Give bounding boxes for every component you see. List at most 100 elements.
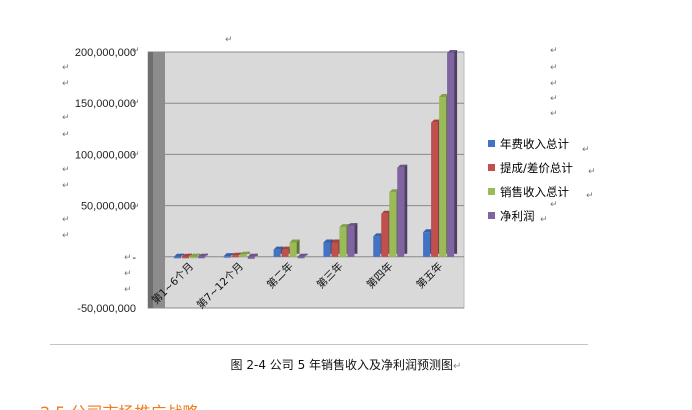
bar-side xyxy=(404,164,408,254)
paragraph-mark-icon: ↵ xyxy=(453,361,462,372)
bar-face xyxy=(331,242,339,257)
figure-caption: 图 2-4 公司 5 年销售收入及净利润预测图↵ xyxy=(0,356,692,373)
bar-side xyxy=(296,239,300,254)
caption-text: 图 2-4 公司 5 年销售收入及净利润预测图 xyxy=(230,358,454,372)
bar-top xyxy=(347,223,358,227)
bar-face xyxy=(181,256,189,259)
paragraph-mark-icon: ↵ xyxy=(586,191,594,201)
paragraph-mark-icon: ↵ xyxy=(62,165,70,175)
paragraph-mark-icon: ↵ xyxy=(62,181,70,191)
y-tick-label: 100,000,000 xyxy=(75,149,136,161)
bar-top xyxy=(289,239,300,243)
paragraph-mark-icon: ↵ xyxy=(62,63,70,73)
paragraph-mark-icon: ↵ xyxy=(550,200,558,210)
bar-top xyxy=(247,253,258,257)
bar xyxy=(239,251,250,257)
paragraph-mark-icon: ↵ xyxy=(62,113,70,123)
paragraph-mark-icon: ↵ xyxy=(132,150,140,160)
paragraph-mark-icon: ↵ xyxy=(132,202,140,212)
paragraph-mark-icon: ↵ xyxy=(62,215,70,225)
paragraph-mark-icon: ↵ xyxy=(132,98,140,108)
paragraph-mark-icon: ↵ xyxy=(225,35,233,45)
paragraph-mark-icon: ↵ xyxy=(132,46,140,56)
bar xyxy=(447,50,458,257)
legend-label: 提成/差价总计 xyxy=(500,161,573,175)
legend-label: 年费收入总计 xyxy=(500,137,569,151)
bar-top xyxy=(373,233,384,237)
bar-top xyxy=(231,252,242,256)
paragraph-mark-icon: ↵ xyxy=(550,184,558,194)
paragraph-mark-icon: ↵ xyxy=(550,79,558,89)
bar-face xyxy=(239,254,247,257)
y-tick-label: - xyxy=(132,252,136,264)
legend-swatch xyxy=(488,140,495,147)
bar-side xyxy=(354,223,358,254)
paragraph-mark-icon: ↵ xyxy=(124,285,132,295)
legend-label: 净利润 xyxy=(500,209,535,223)
legend-item: 年费收入总计 xyxy=(488,137,569,151)
bar-face xyxy=(431,122,439,257)
bar xyxy=(223,253,234,258)
bar xyxy=(397,164,408,257)
paragraph-mark-icon: ↵ xyxy=(588,167,596,177)
legend-item: 提成/差价总计 xyxy=(488,161,573,175)
bar-top xyxy=(223,253,234,257)
bar-top xyxy=(323,239,334,243)
section-heading: 2.5 公司市场推广战略 xyxy=(40,399,199,410)
bar-face xyxy=(231,255,239,258)
bar-top xyxy=(173,253,184,257)
paragraph-mark-icon: ↵ xyxy=(550,94,558,104)
bar-face xyxy=(289,242,297,257)
bar-face xyxy=(197,256,205,259)
bar xyxy=(189,253,200,259)
bar-top xyxy=(239,251,250,255)
bar-face xyxy=(339,227,347,257)
bar-face xyxy=(297,256,305,259)
bar-top xyxy=(189,253,200,257)
legend-item: 净利润 xyxy=(488,209,535,223)
bar-top xyxy=(281,246,292,250)
bar-top xyxy=(181,253,192,257)
bar-face xyxy=(423,232,431,257)
paragraph-mark-icon: ↵ xyxy=(62,79,70,89)
legend-swatch xyxy=(488,164,495,171)
bar-top xyxy=(273,246,284,250)
paragraph-mark-icon: ↵ xyxy=(540,215,548,225)
bar-top xyxy=(439,94,450,98)
paragraph-mark-icon: ↵ xyxy=(62,130,70,140)
bar-face xyxy=(397,167,405,257)
paragraph-mark-icon: ↵ xyxy=(550,46,558,56)
bar-top xyxy=(389,189,400,193)
bar-side xyxy=(454,50,458,254)
y-tick-label: -50,000,000 xyxy=(77,303,136,315)
y-tick-label: 150,000,000 xyxy=(75,98,136,110)
paragraph-mark-icon: ↵ xyxy=(124,269,132,279)
bar-face xyxy=(447,53,455,257)
bar xyxy=(289,239,300,257)
bar-top xyxy=(331,239,342,243)
legend-swatch xyxy=(488,188,495,195)
bar-face xyxy=(223,256,231,258)
paragraph-mark-icon: ↵ xyxy=(124,253,132,263)
bar-face xyxy=(273,249,281,257)
bar-face xyxy=(173,256,181,259)
bar-face xyxy=(323,242,331,257)
bar-face xyxy=(189,256,197,259)
bar-face xyxy=(389,192,397,257)
bar-top xyxy=(423,229,434,233)
bar-top xyxy=(381,210,392,214)
bar-face xyxy=(347,226,355,257)
y-tick-label: 200,000,000 xyxy=(75,47,136,59)
bar-face xyxy=(281,249,289,257)
y-tick-label: 50,000,000 xyxy=(81,201,136,213)
bar-chart: 200,000,000 150,000,000 100,000,000 50,000,… xyxy=(50,35,596,346)
bar xyxy=(297,253,308,259)
paragraph-mark-icon: ↵ xyxy=(550,109,558,119)
legend-swatch xyxy=(488,212,495,219)
bar-top xyxy=(447,50,458,54)
bar-face xyxy=(373,236,381,257)
bar-top xyxy=(339,224,350,228)
legend-label: 销售收入总计 xyxy=(500,185,569,199)
bar-face xyxy=(381,213,389,257)
legend-item: 销售收入总计 xyxy=(488,185,569,199)
